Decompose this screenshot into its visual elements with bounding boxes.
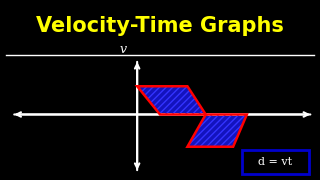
Text: v: v <box>120 43 127 56</box>
Text: Velocity-Time Graphs: Velocity-Time Graphs <box>36 16 284 36</box>
Polygon shape <box>188 114 247 147</box>
FancyBboxPatch shape <box>242 150 308 174</box>
Polygon shape <box>137 86 206 114</box>
Text: d = vt: d = vt <box>258 157 292 167</box>
